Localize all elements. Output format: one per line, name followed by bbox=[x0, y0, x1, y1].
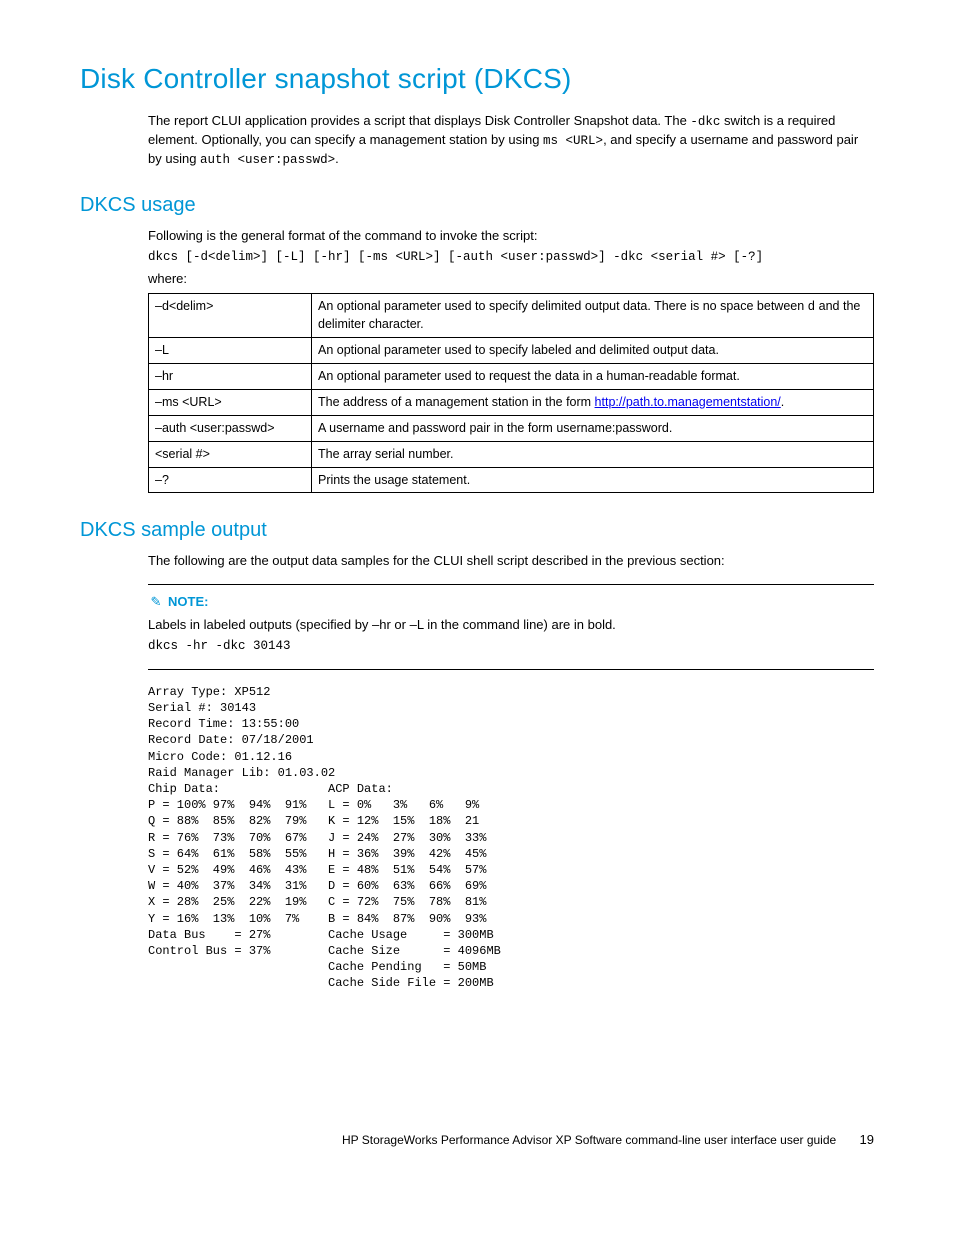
param-description: An optional parameter used to specify la… bbox=[312, 338, 874, 364]
usage-heading: DKCS usage bbox=[80, 192, 874, 219]
usage-command: dkcs [-d<delim>] [-L] [-hr] [-ms <URL>] … bbox=[148, 249, 874, 266]
table-row: –LAn optional parameter used to specify … bbox=[149, 338, 874, 364]
page-footer: HP StorageWorks Performance Advisor XP S… bbox=[80, 1131, 874, 1149]
table-row: –?Prints the usage statement. bbox=[149, 467, 874, 493]
sample-heading: DKCS sample output bbox=[80, 517, 874, 544]
note-icon: ✎ bbox=[148, 593, 164, 611]
note-text: Labels in labeled outputs (specified by … bbox=[148, 616, 874, 634]
param-description: The address of a management station in t… bbox=[312, 389, 874, 415]
param-description: An optional parameter used to request th… bbox=[312, 364, 874, 390]
note-block: ✎ NOTE: Labels in labeled outputs (specif… bbox=[148, 584, 874, 670]
sample-intro: The following are the output data sample… bbox=[148, 552, 874, 570]
intro-code: ms <URL> bbox=[543, 134, 603, 148]
usage-where: where: bbox=[148, 270, 874, 288]
footer-page-number: 19 bbox=[860, 1132, 874, 1147]
usage-intro: Following is the general format of the c… bbox=[148, 227, 874, 245]
param-option: <serial #> bbox=[149, 441, 312, 467]
intro-paragraph: The report CLUI application provides a s… bbox=[148, 112, 874, 169]
param-option: –L bbox=[149, 338, 312, 364]
sample-output: Array Type: XP512 Serial #: 30143 Record… bbox=[148, 684, 874, 992]
table-row: –d<delim>An optional parameter used to s… bbox=[149, 294, 874, 338]
intro-text: The report CLUI application provides a s… bbox=[148, 113, 690, 128]
param-description: The array serial number. bbox=[312, 441, 874, 467]
table-row: –auth <user:passwd>A username and passwo… bbox=[149, 415, 874, 441]
params-table: –d<delim>An optional parameter used to s… bbox=[148, 293, 874, 493]
intro-code: -dkc bbox=[690, 115, 720, 129]
param-option: –d<delim> bbox=[149, 294, 312, 338]
note-label: NOTE: bbox=[168, 594, 208, 609]
param-description: Prints the usage statement. bbox=[312, 467, 874, 493]
table-row: –ms <URL>The address of a management sta… bbox=[149, 389, 874, 415]
management-station-link[interactable]: http://path.to.managementstation/ bbox=[595, 395, 781, 409]
param-option: –ms <URL> bbox=[149, 389, 312, 415]
page-title: Disk Controller snapshot script (DKCS) bbox=[80, 60, 874, 98]
note-command: dkcs -hr -dkc 30143 bbox=[148, 638, 874, 655]
table-row: <serial #>The array serial number. bbox=[149, 441, 874, 467]
param-option: –hr bbox=[149, 364, 312, 390]
param-description: A username and password pair in the form… bbox=[312, 415, 874, 441]
intro-code: auth <user:passwd> bbox=[200, 153, 335, 167]
param-option: –auth <user:passwd> bbox=[149, 415, 312, 441]
footer-text: HP StorageWorks Performance Advisor XP S… bbox=[342, 1133, 836, 1147]
param-description: An optional parameter used to specify de… bbox=[312, 294, 874, 338]
table-row: –hrAn optional parameter used to request… bbox=[149, 364, 874, 390]
param-option: –? bbox=[149, 467, 312, 493]
intro-text: . bbox=[335, 151, 339, 166]
